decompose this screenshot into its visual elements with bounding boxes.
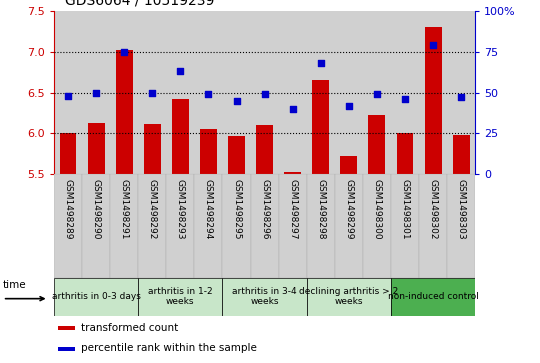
Bar (222, 278, 307, 316)
Bar (453, 135, 470, 174)
Text: non-induced control: non-induced control (388, 292, 478, 301)
Point (345, 103, 353, 109)
Bar (172, 99, 189, 174)
Bar (166, 174, 194, 278)
Text: declining arthritis > 2
weeks: declining arthritis > 2 weeks (299, 287, 399, 306)
Text: GSM1498294: GSM1498294 (204, 179, 213, 240)
Text: GSM1498295: GSM1498295 (232, 179, 241, 240)
Text: GSM1498292: GSM1498292 (148, 179, 157, 240)
Point (316, 60, 325, 66)
Point (288, 106, 297, 112)
Text: GSM1498301: GSM1498301 (401, 179, 409, 240)
Bar (391, 278, 475, 316)
Text: GSM1498300: GSM1498300 (373, 179, 381, 240)
Point (429, 42, 437, 48)
Bar (447, 11, 475, 174)
Bar (58, 326, 75, 330)
Bar (82, 11, 110, 174)
Bar (391, 11, 419, 174)
Bar (59, 133, 77, 174)
Text: arthritis in 1-2
weeks: arthritis in 1-2 weeks (148, 287, 213, 306)
Point (260, 91, 269, 97)
Text: GSM1498293: GSM1498293 (176, 179, 185, 240)
Bar (54, 278, 138, 316)
Point (373, 91, 381, 97)
Bar (279, 174, 307, 278)
Bar (391, 174, 419, 278)
Bar (54, 174, 82, 278)
Text: percentile rank within the sample: percentile rank within the sample (82, 343, 257, 353)
Bar (396, 133, 414, 174)
Point (204, 91, 213, 97)
Bar (138, 174, 166, 278)
Text: GSM1498298: GSM1498298 (316, 179, 325, 240)
Bar (284, 172, 301, 174)
Bar (138, 278, 222, 316)
Bar (340, 156, 357, 174)
Bar (419, 11, 447, 174)
Text: GSM1498290: GSM1498290 (92, 179, 100, 240)
Text: GSM1498303: GSM1498303 (457, 179, 465, 240)
Bar (447, 174, 475, 278)
Text: GSM1498302: GSM1498302 (429, 179, 437, 240)
Text: GSM1498289: GSM1498289 (64, 179, 72, 240)
Point (232, 98, 241, 103)
Bar (228, 136, 245, 174)
Bar (82, 174, 110, 278)
Bar (312, 80, 329, 174)
Text: arthritis in 3-4
weeks: arthritis in 3-4 weeks (232, 287, 297, 306)
Bar (363, 174, 391, 278)
Point (120, 49, 129, 54)
Bar (144, 123, 161, 174)
Bar (200, 129, 217, 174)
Point (457, 95, 465, 101)
Bar (222, 174, 251, 278)
Bar (116, 50, 133, 174)
Bar (335, 174, 363, 278)
Bar (166, 11, 194, 174)
Bar (307, 278, 391, 316)
Point (92, 90, 100, 95)
Bar (194, 174, 222, 278)
Bar (194, 11, 222, 174)
Bar (251, 11, 279, 174)
Text: transformed count: transformed count (82, 323, 179, 333)
Bar (54, 11, 82, 174)
Bar (138, 11, 166, 174)
Text: GSM1498296: GSM1498296 (260, 179, 269, 240)
Bar (251, 174, 279, 278)
Bar (110, 11, 138, 174)
Bar (256, 125, 273, 174)
Bar (279, 11, 307, 174)
Text: GDS6064 / 10519239: GDS6064 / 10519239 (65, 0, 214, 7)
Text: GSM1498291: GSM1498291 (120, 179, 129, 240)
Point (401, 96, 409, 102)
Bar (222, 11, 251, 174)
Bar (110, 174, 138, 278)
Point (148, 90, 157, 95)
Text: GSM1498297: GSM1498297 (288, 179, 297, 240)
Bar (424, 27, 442, 174)
Point (176, 69, 185, 74)
Text: GSM1498299: GSM1498299 (345, 179, 353, 240)
Bar (363, 11, 391, 174)
Bar (335, 11, 363, 174)
Bar (307, 174, 335, 278)
Bar (419, 174, 447, 278)
Text: arthritis in 0-3 days: arthritis in 0-3 days (52, 292, 140, 301)
Point (64, 93, 72, 99)
Bar (58, 347, 75, 351)
Bar (87, 123, 105, 174)
Bar (368, 115, 386, 174)
Text: time: time (3, 280, 26, 290)
Bar (307, 11, 335, 174)
